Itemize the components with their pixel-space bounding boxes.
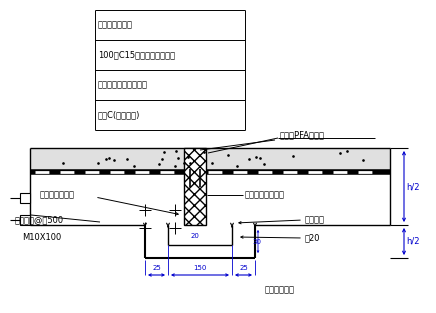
- Bar: [30, 148, 390, 170]
- Text: 十青油聚氨酯防水涂料: 十青油聚氨酯防水涂料: [98, 80, 148, 90]
- Text: 素十分压实夯实: 素十分压实夯实: [98, 20, 133, 29]
- Text: 100厚C15细石混凝土保护层: 100厚C15细石混凝土保护层: [98, 50, 175, 59]
- Text: h/2: h/2: [406, 182, 419, 191]
- Text: 中置式橡胶止水带: 中置式橡胶止水带: [245, 191, 285, 199]
- Text: 25: 25: [152, 265, 161, 271]
- Text: 聚丙乙烯泡沫板: 聚丙乙烯泡沫板: [40, 191, 75, 199]
- Text: 橡皮块板: 橡皮块板: [305, 215, 325, 224]
- Bar: [20, 193, 30, 203]
- Text: 30: 30: [252, 239, 261, 245]
- Text: h/2: h/2: [406, 237, 419, 246]
- Text: 25: 25: [239, 265, 248, 271]
- Text: 螺旋螺栓@距500: 螺旋螺栓@距500: [15, 215, 64, 224]
- Bar: [184, 148, 206, 225]
- Text: 外贴式PFA止水带: 外贴式PFA止水带: [280, 131, 325, 140]
- Bar: [20, 215, 30, 225]
- Text: 20: 20: [191, 233, 199, 239]
- Text: 厚20: 厚20: [305, 233, 320, 243]
- Text: 150: 150: [193, 265, 207, 271]
- Text: 凡倡侧接水槽: 凡倡侧接水槽: [265, 285, 295, 295]
- Text: M10X100: M10X100: [22, 233, 61, 243]
- Text: 底板C(直接浇平): 底板C(直接浇平): [98, 110, 140, 120]
